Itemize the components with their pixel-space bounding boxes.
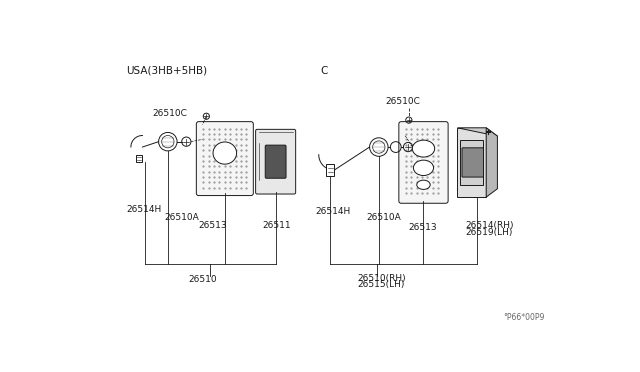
Ellipse shape — [412, 140, 435, 157]
Text: 26515(LH): 26515(LH) — [358, 280, 405, 289]
Text: 26514H: 26514H — [126, 205, 161, 215]
Text: USA(3HB+5HB): USA(3HB+5HB) — [126, 66, 207, 76]
Text: 26510A: 26510A — [367, 213, 401, 222]
Text: 26510C: 26510C — [152, 109, 188, 118]
Text: 26514H: 26514H — [315, 207, 350, 216]
Text: 26510C: 26510C — [386, 97, 420, 106]
Text: 26510(RH): 26510(RH) — [358, 274, 406, 283]
Bar — [326, 164, 334, 176]
Polygon shape — [458, 128, 497, 136]
Text: °P66*00P9: °P66*00P9 — [504, 313, 545, 322]
FancyBboxPatch shape — [255, 129, 296, 194]
Text: 26513: 26513 — [198, 221, 227, 230]
Text: 26513: 26513 — [409, 223, 438, 232]
Text: C: C — [320, 66, 328, 76]
Text: 26511: 26511 — [262, 221, 291, 230]
Polygon shape — [458, 128, 486, 197]
Text: 26514(RH): 26514(RH) — [466, 221, 515, 230]
Text: 26510: 26510 — [188, 275, 216, 284]
Polygon shape — [460, 140, 483, 185]
FancyBboxPatch shape — [462, 148, 484, 177]
Text: 26510A: 26510A — [164, 213, 200, 222]
FancyBboxPatch shape — [196, 122, 253, 196]
FancyBboxPatch shape — [399, 122, 448, 203]
Bar — [136, 155, 143, 163]
Polygon shape — [486, 128, 497, 197]
Ellipse shape — [413, 160, 433, 176]
FancyBboxPatch shape — [265, 145, 286, 178]
Text: 26519(LH): 26519(LH) — [466, 228, 513, 237]
Ellipse shape — [213, 142, 237, 164]
Ellipse shape — [417, 180, 430, 189]
